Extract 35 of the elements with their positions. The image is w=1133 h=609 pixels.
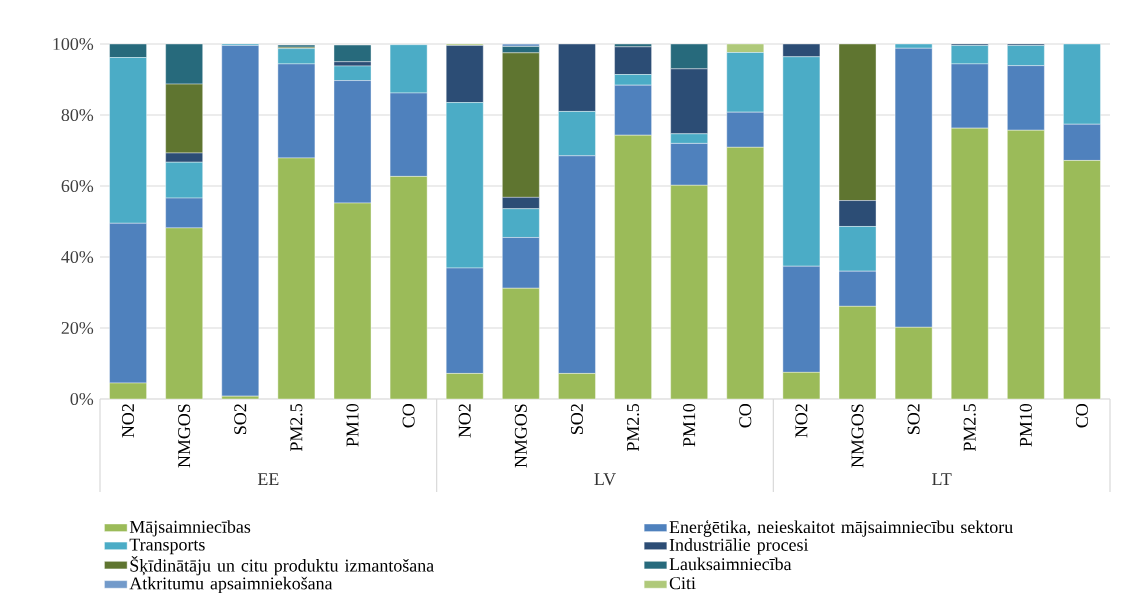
x-tick-label: PM2.5 <box>290 403 303 452</box>
x-tick-label: NMGOS <box>851 404 864 468</box>
legend-label: Lauksaimniecība <box>669 557 792 571</box>
y-tick-label: 80% <box>61 108 94 122</box>
text: EE <box>257 473 279 485</box>
x-tick-label: CO <box>402 403 415 428</box>
x-tick-label: PM2.5 <box>963 403 976 452</box>
y-tick-label: 40% <box>61 250 94 264</box>
x-tick-label: CO <box>739 403 752 428</box>
legend-label: Atkritumu apsaimniekošana <box>129 576 333 594</box>
y-tick-label: 0% <box>70 392 94 406</box>
x-tick-label: PM2.5 <box>627 403 640 452</box>
text: LV <box>594 473 616 486</box>
y-tick-label: 100% <box>53 37 94 51</box>
x-tick-label: NO2 <box>458 404 471 438</box>
text: LT <box>932 473 952 485</box>
y-tick-label: 20% <box>61 321 94 335</box>
x-tick-label: CO <box>1075 403 1088 428</box>
x-tick-label: NMGOS <box>514 404 527 468</box>
legend-label: Citi <box>669 577 696 590</box>
x-tick-label: SO2 <box>570 404 583 434</box>
x-tick-label: SO2 <box>907 404 920 434</box>
legend-label: Šķīdinātāju un citu produktu izmantošana <box>130 556 434 576</box>
x-tick-label: NO2 <box>795 404 808 438</box>
x-tick-label: SO2 <box>234 404 247 434</box>
x-tick-label: NMGOS <box>178 404 191 468</box>
legend-label: Enerģētika, neieskaitot mājsaimniecību sektoru <box>669 519 1013 537</box>
x-tick-label: PM10 <box>346 403 359 447</box>
x-tick-label: PM10 <box>683 403 696 447</box>
x-tick-label: PM10 <box>1019 403 1032 447</box>
y-tick-label: 60% <box>61 179 94 193</box>
legend-label: Transports <box>129 538 205 555</box>
legend-label: Industriālie procesi <box>669 538 809 555</box>
legend-label: Mājsaimniecības <box>129 520 251 537</box>
x-tick-label: NO2 <box>122 404 135 438</box>
